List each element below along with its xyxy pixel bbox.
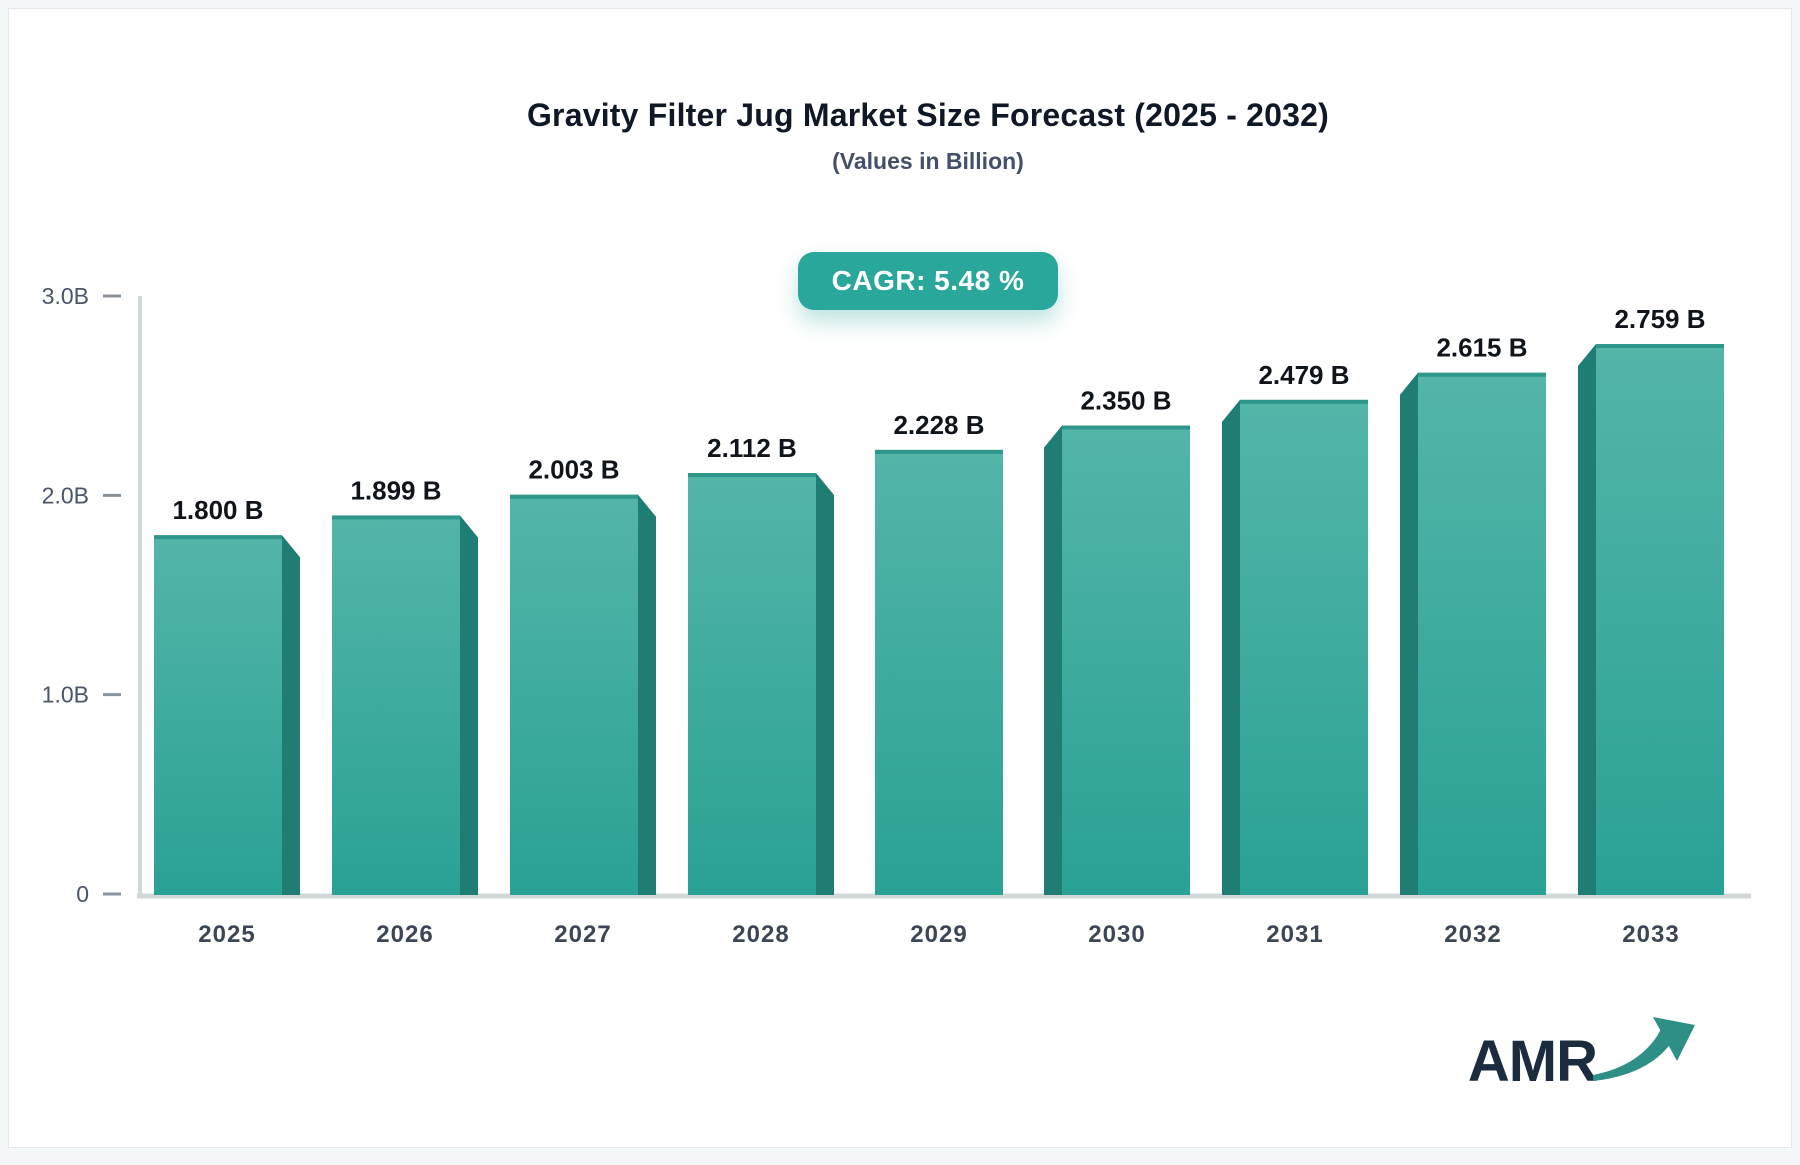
bar-top-edge-2033: [1596, 344, 1724, 349]
bar-side-2025: [282, 535, 300, 895]
bar-side-2027: [638, 494, 656, 895]
bar-top-edge-2031: [1240, 399, 1368, 404]
bar-2029: [875, 449, 1003, 895]
bar-top-edge-2032: [1418, 372, 1546, 377]
x-axis-label-2032: 2032: [1444, 921, 1501, 948]
bar-side-2026: [460, 515, 478, 895]
bar-value-label-2026: 1.899 B: [350, 475, 441, 505]
x-axis-label-2025: 2025: [198, 921, 255, 948]
bar-2030: [1062, 425, 1190, 895]
brand-logo-text: AMR: [1467, 1028, 1598, 1094]
bar-2025: [154, 535, 282, 895]
y-tick-label: 1.0B: [42, 682, 89, 708]
bar-side-2030: [1044, 425, 1062, 895]
x-axis-label-2026: 2026: [376, 921, 433, 948]
bar-top-edge-2026: [332, 515, 460, 520]
bar-2031: [1240, 399, 1368, 895]
x-axis-label-2029: 2029: [910, 921, 967, 948]
bar-value-label-2027: 2.003 B: [528, 455, 619, 485]
x-axis-label-2031: 2031: [1266, 921, 1323, 948]
bar-value-label-2032: 2.615 B: [1436, 333, 1527, 363]
bar-side-2033: [1578, 344, 1596, 896]
y-tick-label: 0: [76, 881, 89, 907]
bar-value-label-2031: 2.479 B: [1258, 360, 1349, 390]
bar-side-2032: [1400, 372, 1418, 895]
bar-2032: [1418, 372, 1546, 895]
x-axis-label-2030: 2030: [1088, 921, 1145, 948]
y-tick-label: 3.0B: [42, 283, 89, 309]
bar-top-edge-2027: [510, 494, 638, 499]
logo-arrow-icon: [1593, 1017, 1695, 1081]
x-axis-label-2027: 2027: [554, 921, 611, 948]
bar-top-edge-2030: [1062, 425, 1190, 430]
bar-2026: [332, 515, 460, 895]
y-tick-label: 2.0B: [42, 482, 89, 508]
bar-2028: [688, 473, 816, 895]
brand-logo: AMR: [1467, 1017, 1701, 1101]
bar-chart: 0 1.0B 2.0B 3.0B 1.800 B 2025 1.899 B 2026 2.003…: [42, 283, 1751, 948]
chart-title: Gravity Filter Jug Market Size Forecast …: [526, 97, 1330, 133]
x-axis-label-2033: 2033: [1622, 921, 1679, 948]
x-axis-label-2028: 2028: [732, 921, 789, 948]
bar-value-label-2028: 2.112 B: [707, 433, 797, 463]
bar-top-edge-2028: [688, 473, 816, 478]
bar-side-2028: [816, 473, 834, 895]
bar-value-label-2033: 2.759 B: [1614, 304, 1705, 334]
chart-card: Gravity Filter Jug Market Size Forecast …: [8, 8, 1792, 1148]
chart-header: Gravity Filter Jug Market Size Forecast …: [65, 9, 1791, 175]
bar-2033: [1596, 344, 1724, 896]
bar-value-label-2025: 1.800 B: [172, 495, 263, 525]
bar-2027: [510, 494, 638, 895]
bar-value-label-2030: 2.350 B: [1080, 386, 1171, 416]
bar-value-label-2029: 2.228 B: [893, 410, 984, 440]
bar-top-edge-2025: [154, 535, 282, 540]
chart-subtitle: (Values in Billion): [832, 148, 1024, 174]
bar-top-edge-2029: [875, 449, 1003, 454]
bar-side-2031: [1222, 399, 1240, 895]
